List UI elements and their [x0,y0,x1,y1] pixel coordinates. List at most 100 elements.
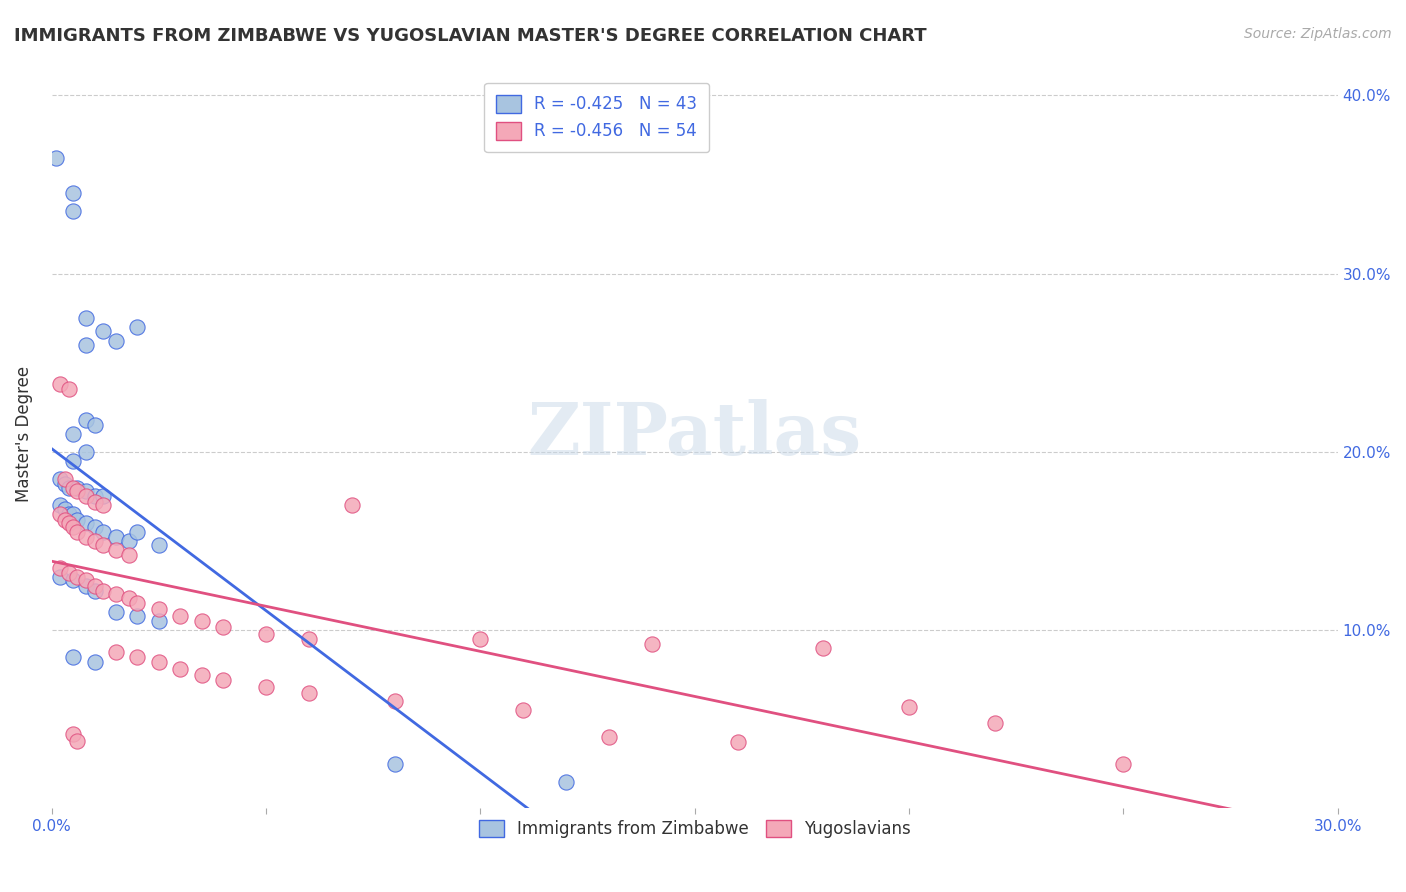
Point [813,640,835,655]
Point [62,204,84,219]
Point [91,490,114,504]
Point [62,481,84,495]
Point [49,569,72,583]
Point [75,490,97,504]
Point [127,608,149,623]
Point [512,703,534,717]
Point [254,680,277,694]
Point [83,520,105,534]
Point [66,733,89,747]
Point [75,484,97,499]
Point [191,667,214,681]
Point [127,525,149,540]
Point [62,186,84,201]
Point [105,531,128,545]
Point [127,649,149,664]
Text: IMMIGRANTS FROM ZIMBABWE VS YUGOSLAVIAN MASTER'S DEGREE CORRELATION CHART: IMMIGRANTS FROM ZIMBABWE VS YUGOSLAVIAN … [14,27,927,45]
Point [62,508,84,522]
Point [898,699,921,714]
Point [75,311,97,326]
Legend: Immigrants from Zimbabwe, Yugoslavians: Immigrants from Zimbabwe, Yugoslavians [472,814,917,845]
Point [105,334,128,349]
Point [58,383,80,397]
Point [49,499,72,513]
Point [75,338,97,352]
Text: Source: ZipAtlas.com: Source: ZipAtlas.com [1244,27,1392,41]
Point [49,377,72,392]
Point [127,320,149,334]
Point [91,537,114,551]
Point [83,418,105,433]
Point [298,632,321,646]
Point [58,566,80,580]
Point [91,499,114,513]
Point [83,655,105,669]
Point [75,573,97,587]
Point [105,644,128,658]
Point [45,151,67,165]
Point [83,583,105,598]
Point [66,481,89,495]
Point [83,495,105,509]
Point [53,472,76,486]
Point [212,673,235,687]
Y-axis label: Master's Degree: Master's Degree [15,366,32,502]
Point [254,626,277,640]
Point [75,413,97,427]
Point [298,685,321,699]
Point [66,525,89,540]
Point [470,632,492,646]
Point [58,508,80,522]
Point [53,477,76,491]
Point [384,756,406,771]
Point [118,534,141,549]
Point [555,774,578,789]
Text: ZIPatlas: ZIPatlas [527,399,862,469]
Point [105,587,128,601]
Point [105,542,128,557]
Point [58,481,80,495]
Point [91,583,114,598]
Point [49,560,72,574]
Point [148,601,170,615]
Point [53,502,76,516]
Point [169,662,191,676]
Point [66,569,89,583]
Point [148,537,170,551]
Point [340,499,363,513]
Point [62,573,84,587]
Point [62,649,84,664]
Point [598,730,620,744]
Point [83,534,105,549]
Point [66,513,89,527]
Point [62,427,84,442]
Point [191,614,214,628]
Point [75,516,97,531]
Point [53,513,76,527]
Point [83,578,105,592]
Point [118,591,141,605]
Point [66,484,89,499]
Point [118,548,141,562]
Point [62,726,84,740]
Point [727,735,749,749]
Point [75,531,97,545]
Point [1112,756,1135,771]
Point [148,614,170,628]
Point [91,324,114,338]
Point [983,715,1005,730]
Point [105,605,128,619]
Point [49,508,72,522]
Point [91,525,114,540]
Point [75,578,97,592]
Point [212,619,235,633]
Point [641,637,664,651]
Point [62,520,84,534]
Point [83,490,105,504]
Point [58,516,80,531]
Point [75,445,97,459]
Point [62,454,84,468]
Point [148,655,170,669]
Point [49,472,72,486]
Point [169,608,191,623]
